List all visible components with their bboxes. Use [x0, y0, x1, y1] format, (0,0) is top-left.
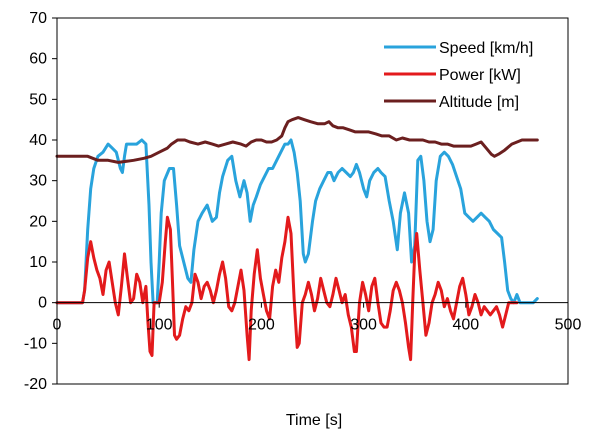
- axes: -20 -10 0 10 20 30 40 50 60 70 0 100 200 300 400 500: [24, 10, 582, 393]
- x-tick-label: 400: [452, 317, 479, 334]
- x-tick-label: 100: [146, 317, 173, 334]
- y-tick-label: 20: [29, 213, 47, 230]
- legend-label-0: Speed [km/h]: [439, 40, 533, 57]
- y-tick-label: -10: [24, 335, 47, 352]
- series-line-0: [55, 138, 539, 305]
- x-axis-title: Time [s]: [286, 412, 342, 429]
- y-tick-label: 30: [29, 173, 47, 190]
- x-tick-label: 0: [53, 317, 62, 334]
- legend: Speed [km/h] Power [kW] Altitude [m]: [384, 40, 533, 111]
- y-tick-label: -20: [24, 376, 47, 393]
- x-tick-label: 300: [350, 317, 377, 334]
- y-tick-label: 60: [29, 51, 47, 68]
- y-tick-label: 10: [29, 254, 47, 271]
- series-line-1: [55, 215, 519, 362]
- y-tick-label: 40: [29, 132, 47, 149]
- series-layer: [55, 116, 539, 362]
- legend-label-1: Power [kW]: [439, 67, 521, 84]
- y-tick-label: 50: [29, 91, 47, 108]
- series-line-2: [55, 116, 539, 164]
- x-tick-label: 200: [248, 317, 275, 334]
- y-tick-label: 0: [38, 295, 47, 312]
- x-tick-label: 500: [555, 317, 582, 334]
- legend-label-2: Altitude [m]: [439, 94, 519, 111]
- y-tick-label: 70: [29, 10, 47, 27]
